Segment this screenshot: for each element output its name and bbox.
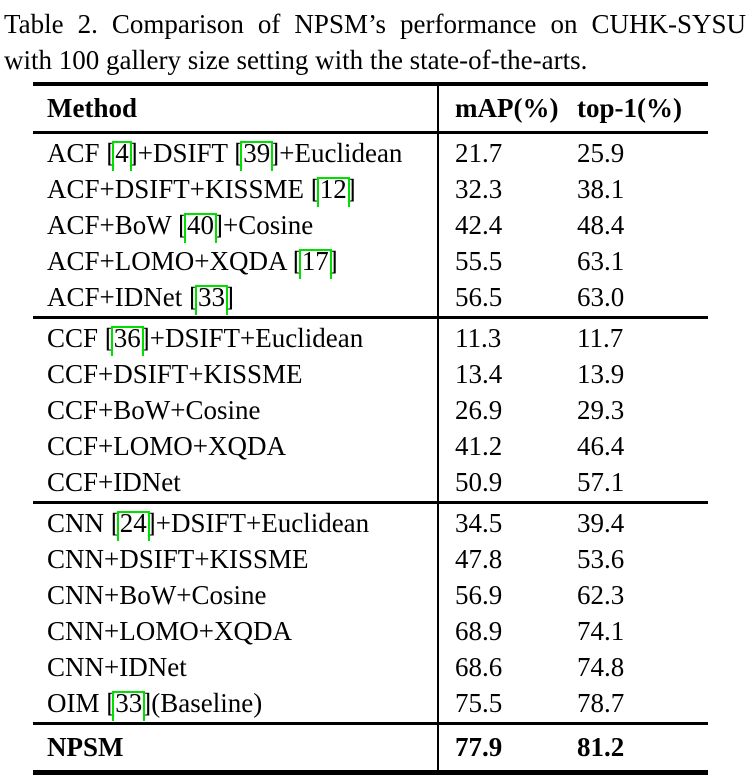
- method-cell: NPSM: [47, 732, 124, 762]
- table-header-row: Method mAP(%) top-1(%): [33, 86, 708, 131]
- top1-value: 62.3: [577, 580, 625, 610]
- citation-link[interactable]: 40: [187, 210, 214, 240]
- group-divider-rule: [33, 501, 708, 504]
- top1-value: 29.3: [577, 395, 625, 425]
- group-divider-rule: [33, 316, 708, 319]
- top1-value: 63.0: [577, 282, 625, 312]
- method-cell: CCF+BoW+Cosine: [47, 395, 261, 425]
- table-bottom-rule: [33, 770, 708, 775]
- table-row: CNN+DSIFT+KISSME 47.8 53.6: [33, 541, 708, 577]
- method-cell: ACF+DSIFT+KISSME [12]: [47, 174, 356, 204]
- paper-page: Table 2. Comparison of NPSM’s performanc…: [0, 6, 748, 775]
- top1-value: 13.9: [577, 359, 625, 389]
- results-table: Method mAP(%) top-1(%) ACF [4]+DSIFT [39…: [33, 82, 708, 775]
- table-caption: Table 2. Comparison of NPSM’s performanc…: [4, 6, 746, 78]
- citation-link[interactable]: 24: [119, 508, 147, 538]
- map-value: 68.9: [455, 616, 503, 646]
- table-row: CNN+BoW+Cosine 56.9 62.3: [33, 577, 708, 613]
- top1-value: 63.1: [577, 246, 625, 276]
- method-cell: CNN+IDNet: [47, 652, 187, 682]
- table-row: OIM [33](Baseline) 75.5 78.7: [33, 685, 708, 721]
- table-row: CNN+LOMO+XQDA 68.9 74.1: [33, 613, 708, 649]
- map-value: 42.4: [455, 210, 503, 240]
- method-cell: OIM [33](Baseline): [47, 688, 263, 718]
- method-cell: ACF+BoW [40]+Cosine: [47, 210, 314, 240]
- top1-value: 25.9: [577, 138, 625, 168]
- table-group: CCF [36]+DSIFT+Euclidean 11.3 11.7 CCF+DSIF…: [33, 319, 708, 501]
- table-row: ACF+BoW [40]+Cosine 42.4 48.4: [33, 207, 708, 243]
- table-row: ACF+IDNet [33] 56.5 63.0: [33, 279, 708, 315]
- column-header-map: mAP(%): [455, 93, 559, 123]
- table-row: CNN+IDNet 68.6 74.8: [33, 649, 708, 685]
- top1-value: 11.7: [577, 323, 624, 353]
- top1-value: 38.1: [577, 174, 625, 204]
- map-value: 68.6: [455, 652, 503, 682]
- final-row-rule: [33, 722, 708, 725]
- map-value: 34.5: [455, 508, 503, 538]
- top1-value: 78.7: [577, 688, 625, 718]
- top1-value: 74.1: [577, 616, 625, 646]
- table-top-rule: [33, 82, 708, 86]
- map-value: 47.8: [455, 544, 503, 574]
- citation-link[interactable]: 33: [115, 688, 143, 718]
- citation-link[interactable]: 17: [301, 246, 329, 276]
- citation-link[interactable]: 12: [319, 174, 347, 204]
- citation-link[interactable]: 33: [197, 282, 225, 312]
- top1-value: 74.8: [577, 652, 625, 682]
- table-body: ACF [4]+DSIFT [39]+Euclidean 21.7 25.9 ACF+…: [33, 134, 708, 722]
- npsm-result-row: NPSM 77.9 81.2: [33, 725, 708, 770]
- method-cell: ACF+IDNet [33]: [47, 282, 234, 312]
- table-group: ACF [4]+DSIFT [39]+Euclidean 21.7 25.9 ACF+…: [33, 134, 708, 316]
- table-row: CCF [36]+DSIFT+Euclidean 11.3 11.7: [33, 320, 708, 356]
- method-cell: CCF+IDNet: [47, 467, 181, 497]
- top1-value: 39.4: [577, 508, 625, 538]
- table-row: CNN [24]+DSIFT+Euclidean 34.5 39.4: [33, 505, 708, 541]
- map-value: 13.4: [455, 359, 503, 389]
- top1-value: 81.2: [577, 732, 625, 762]
- method-cell: ACF+LOMO+XQDA [17]: [47, 246, 338, 276]
- map-value: 75.5: [455, 688, 503, 718]
- map-value: 50.9: [455, 467, 503, 497]
- caption-line-2: with 100 gallery size setting with the s…: [4, 45, 588, 75]
- method-cell: CNN+BoW+Cosine: [47, 580, 267, 610]
- method-cell: ACF [4]+DSIFT [39]+Euclidean: [47, 138, 403, 168]
- table-row: ACF+LOMO+XQDA [17] 55.5 63.1: [33, 243, 708, 279]
- caption-line-1: Table 2. Comparison of NPSM’s performanc…: [4, 9, 746, 39]
- map-value: 56.5: [455, 282, 503, 312]
- citation-link[interactable]: 36: [113, 323, 141, 353]
- map-value: 32.3: [455, 174, 503, 204]
- map-value: 77.9: [455, 732, 503, 762]
- table-row: ACF+DSIFT+KISSME [12] 32.3 38.1: [33, 171, 708, 207]
- column-header-top1: top-1(%): [577, 93, 682, 123]
- top1-value: 57.1: [577, 467, 625, 497]
- header-rule: [33, 131, 708, 134]
- top1-value: 48.4: [577, 210, 625, 240]
- table-row: ACF [4]+DSIFT [39]+Euclidean 21.7 25.9: [33, 135, 708, 171]
- column-header-method: Method: [47, 93, 137, 123]
- method-cell: CCF [36]+DSIFT+Euclidean: [47, 323, 364, 353]
- map-value: 11.3: [455, 323, 502, 353]
- map-value: 56.9: [455, 580, 503, 610]
- column-divider-line: [437, 82, 439, 775]
- top1-value: 53.6: [577, 544, 625, 574]
- citation-link[interactable]: 39: [243, 138, 271, 168]
- map-value: 26.9: [455, 395, 503, 425]
- table-row: CCF+BoW+Cosine 26.9 29.3: [33, 392, 708, 428]
- method-cell: CCF+LOMO+XQDA: [47, 431, 286, 461]
- method-cell: CNN+DSIFT+KISSME: [47, 544, 309, 574]
- table-row: CCF+DSIFT+KISSME 13.4 13.9: [33, 356, 708, 392]
- method-cell: CNN [24]+DSIFT+Euclidean: [47, 508, 370, 538]
- top1-value: 46.4: [577, 431, 625, 461]
- map-value: 55.5: [455, 246, 503, 276]
- method-cell: CCF+DSIFT+KISSME: [47, 359, 303, 389]
- citation-link[interactable]: 4: [115, 138, 129, 168]
- table-row: CCF+IDNet 50.9 57.1: [33, 464, 708, 500]
- table-row: CCF+LOMO+XQDA 41.2 46.4: [33, 428, 708, 464]
- map-value: 21.7: [455, 138, 503, 168]
- table-group: CNN [24]+DSIFT+Euclidean 34.5 39.4 CNN+DSIF…: [33, 504, 708, 722]
- map-value: 41.2: [455, 431, 503, 461]
- method-cell: CNN+LOMO+XQDA: [47, 616, 292, 646]
